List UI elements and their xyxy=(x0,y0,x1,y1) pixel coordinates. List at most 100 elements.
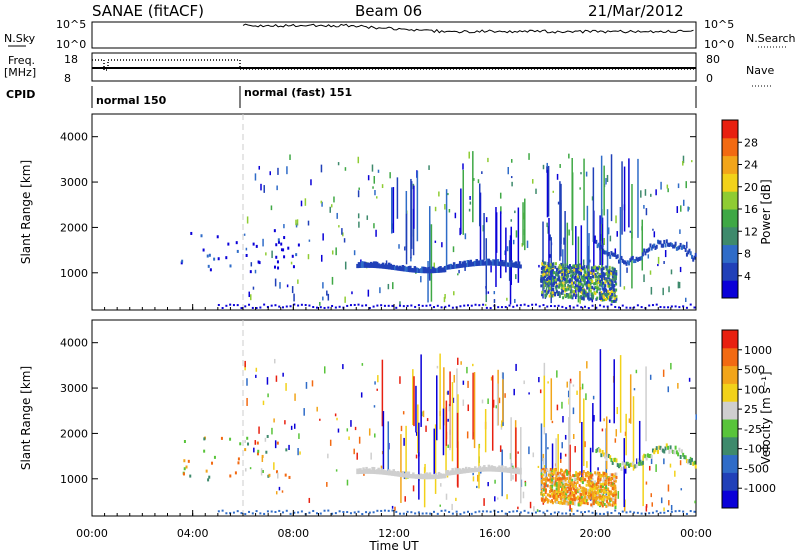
echo-cell xyxy=(593,499,596,503)
echo-cell xyxy=(608,265,611,269)
echo-cell xyxy=(636,304,639,307)
echo-cell xyxy=(251,306,254,309)
echo-cell xyxy=(535,188,537,194)
echo-cell xyxy=(457,468,460,475)
echo-cell xyxy=(546,169,549,218)
echo-cell xyxy=(487,464,491,472)
echo-cell xyxy=(232,511,235,514)
echo-cell xyxy=(670,305,673,308)
echo-cell xyxy=(605,298,608,302)
echo-cell xyxy=(263,512,266,515)
echo-cell xyxy=(391,304,394,307)
echo-cell xyxy=(257,449,260,453)
echo-cell xyxy=(587,481,590,485)
echo-cell xyxy=(494,496,496,502)
echo-cell xyxy=(593,415,595,422)
echo-cell xyxy=(506,246,509,252)
echo-cell xyxy=(677,246,680,251)
echo-cell xyxy=(604,272,607,276)
echo-cell xyxy=(338,510,341,513)
echo-cell xyxy=(548,265,551,269)
echo-cell xyxy=(693,510,696,513)
echo-cell xyxy=(499,261,503,267)
echo-cell xyxy=(576,473,579,477)
echo-cell xyxy=(575,264,578,268)
echo-cell xyxy=(546,500,549,504)
echo-cell xyxy=(277,266,280,270)
echo-cell xyxy=(599,478,602,482)
echo-cell xyxy=(551,501,554,505)
echo-cell xyxy=(387,469,391,476)
echo-cell xyxy=(680,245,683,250)
echo-cell xyxy=(601,428,604,432)
echo-cell xyxy=(600,496,603,500)
echo-cell xyxy=(675,246,678,251)
echo-cell xyxy=(532,452,535,458)
echo-cell xyxy=(448,471,451,476)
echo-cell xyxy=(394,471,397,477)
echo-cell xyxy=(562,284,565,288)
echo-cell xyxy=(359,262,362,268)
echo-cell xyxy=(501,259,504,267)
echo-cell xyxy=(591,511,594,514)
echo-cell xyxy=(685,459,688,464)
echo-cell xyxy=(466,259,469,267)
echo-cell xyxy=(561,264,564,268)
echo-cell xyxy=(564,434,567,440)
echo-cell xyxy=(221,306,224,309)
echo-cell xyxy=(274,511,277,514)
echo-cell xyxy=(353,448,355,455)
echo-cell xyxy=(657,263,659,267)
echo-cell xyxy=(207,264,210,268)
echo-cell xyxy=(477,179,480,184)
echo-cell xyxy=(343,238,346,243)
echo-cell xyxy=(475,259,479,267)
echo-cell xyxy=(523,303,526,306)
echo-cell xyxy=(420,354,422,427)
echo-cell xyxy=(392,264,395,271)
echo-cell xyxy=(615,255,618,260)
echo-cell xyxy=(448,208,451,213)
echo-cell xyxy=(636,257,639,262)
echo-cell xyxy=(611,289,614,293)
echo-cell xyxy=(548,493,551,497)
echo-cell xyxy=(368,307,371,310)
echo-cell xyxy=(459,513,462,516)
echo-cell xyxy=(293,423,296,429)
echo-cell xyxy=(267,474,270,478)
echo-cell xyxy=(248,291,250,298)
echo-cell xyxy=(584,489,587,493)
echo-cell xyxy=(467,260,471,267)
echo-cell xyxy=(694,252,697,257)
echo-cell xyxy=(540,277,543,281)
echo-cell xyxy=(590,475,593,479)
echo-cell xyxy=(454,264,457,269)
cpid-panel: CPID normal 150 normal (fast) 151 xyxy=(6,86,697,108)
echo-cell xyxy=(606,453,609,458)
echo-cell xyxy=(428,165,430,170)
echo-cell xyxy=(585,393,587,401)
echo-cell xyxy=(557,494,560,498)
echo-cell xyxy=(614,484,617,488)
echo-cell xyxy=(556,370,558,378)
echo-cell xyxy=(261,457,264,462)
echo-cell xyxy=(688,206,690,210)
echo-cell xyxy=(473,178,475,181)
echo-cell xyxy=(464,466,468,474)
echo-cell xyxy=(570,499,573,503)
echo-cell xyxy=(430,269,433,274)
echo-cell xyxy=(259,306,262,309)
echo-cell xyxy=(386,470,389,476)
echo-cell xyxy=(410,268,414,273)
echo-cell xyxy=(598,291,601,295)
echo-cell xyxy=(373,405,376,408)
echo-cell xyxy=(567,390,570,398)
echo-cell xyxy=(550,489,553,493)
echo-cell xyxy=(560,469,563,473)
colorbar-cell xyxy=(722,209,738,228)
echo-cell xyxy=(608,502,611,506)
echo-cell xyxy=(687,206,689,212)
echo-cell xyxy=(608,419,611,423)
echo-cell xyxy=(187,459,190,463)
echo-cell xyxy=(497,497,499,500)
